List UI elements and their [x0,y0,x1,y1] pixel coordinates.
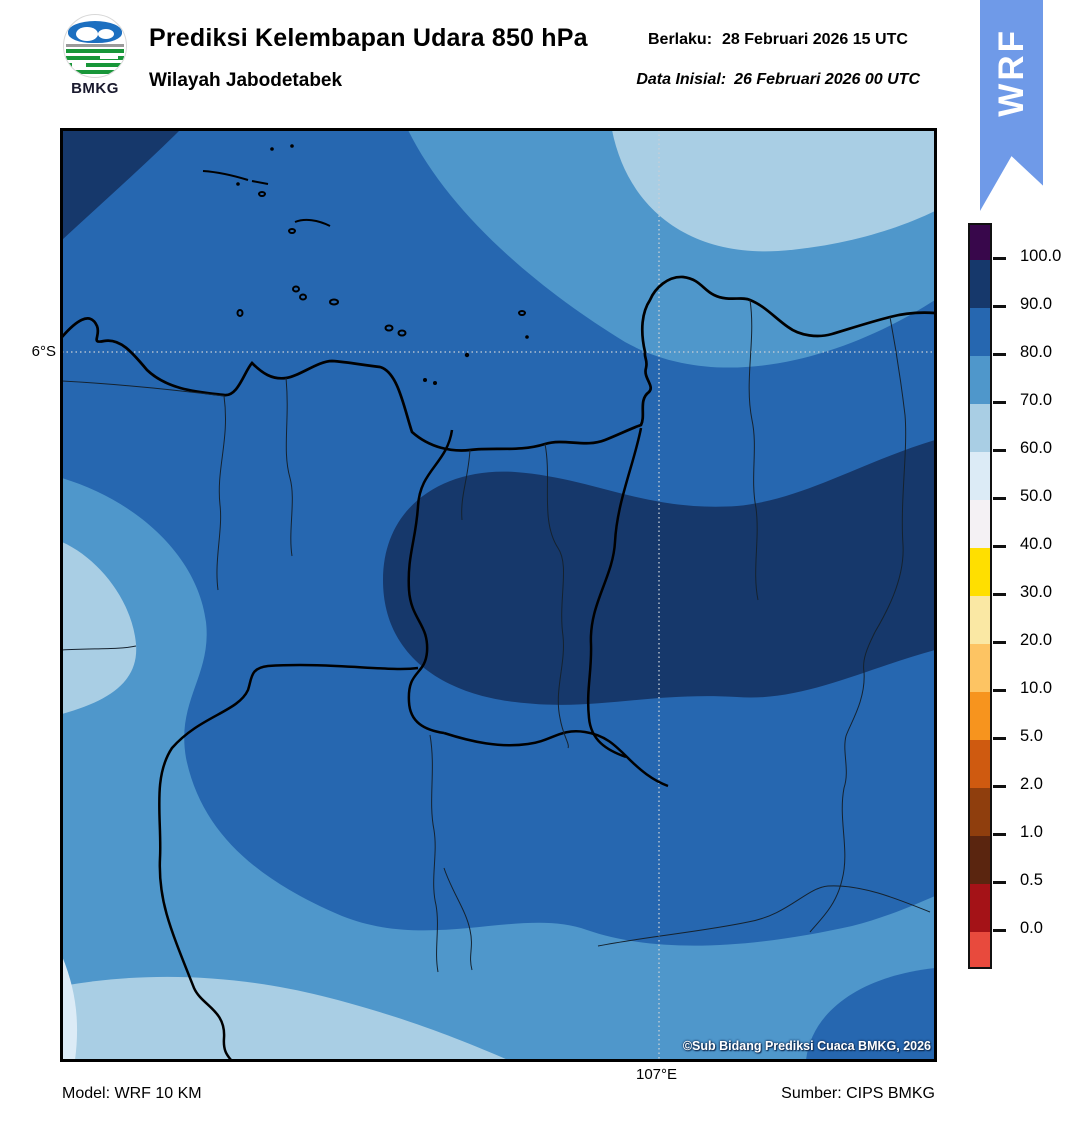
init-time: Data Inisial: 26 Februari 2026 00 UTC [636,71,920,89]
colorbar-tick-label: 60.0 [1020,439,1053,457]
colorbar-segment [970,740,990,788]
colorbar-tick-label: 10.0 [1020,679,1053,697]
band-50-60-corner [62,956,78,1060]
band-90-100-topleft [62,130,180,240]
islets [236,144,529,385]
wrf-ribbon: WRF [980,0,1043,211]
init-time-label: Data Inisial: [636,71,727,88]
copyright-text: ©Sub Bidang Prediksi Cuaca BMKG, 2026 [682,1039,931,1053]
colorbar-tick-label: 0.5 [1020,871,1043,889]
colorbar-segment [970,596,990,644]
colorbar-segment [970,452,990,500]
bmkg-logo: BMKG [55,14,135,97]
colorbar-tick [993,737,1006,740]
colorbar-segment [970,932,990,967]
district-borders [62,299,931,973]
colorbar-tick [993,449,1006,452]
colorbar-tick [993,353,1006,356]
colorbar-segment [970,548,990,596]
colorbar-tick [993,305,1006,308]
colorbar-segment [970,308,990,356]
init-time-value: 26 Februari 2026 00 UTC [734,71,920,88]
colorbar-tick [993,881,1006,884]
colorbar-tick [993,401,1006,404]
colorbar-tick [993,257,1006,260]
bmkg-logo-mark [63,14,127,78]
wrf-ribbon-label: WRF [991,28,1031,117]
islands [202,170,526,337]
colorbar-tick [993,929,1006,932]
colorbar-tick [993,497,1006,500]
colorbar-tick [993,545,1006,548]
bmkg-logo-label: BMKG [71,80,119,97]
coastline [62,275,935,452]
colorbar-tick-label: 20.0 [1020,631,1053,649]
colorbar-tick-label: 90.0 [1020,295,1053,313]
colorbar-segment [970,260,990,308]
humidity-contour-map [62,130,935,1060]
model-label: Model: WRF 10 KM [62,1085,202,1102]
colorbar-tick [993,689,1006,692]
colorbar-segment [970,692,990,740]
valid-time-label: Berlaku: [648,31,713,48]
colorbar-segment [970,788,990,836]
source-label: Sumber: CIPS BMKG [781,1085,935,1102]
band-70-80-south [62,478,935,1060]
page-subtitle: Wilayah Jabodetabek [149,70,343,91]
colorbar-segment [970,884,990,932]
colorbar-tick-label: 2.0 [1020,775,1043,793]
colorbar-tick-label: 50.0 [1020,487,1053,505]
colorbar-segment [970,404,990,452]
band-60-70-west [62,542,137,714]
colorbar-segment [970,644,990,692]
colorbar-tick [993,833,1006,836]
colorbar-tick-label: 0.0 [1020,919,1043,937]
colorbar-tick [993,593,1006,596]
lat-axis-label: 6°S [31,343,56,360]
valid-time: Berlaku: 28 Februari 2026 15 UTC [648,31,908,49]
province-borders [157,427,669,1060]
band-80-90-corner [806,968,935,1060]
colorbar-tick-label: 70.0 [1020,391,1053,409]
colorbar-segment [970,836,990,884]
band-60-70-bottom [62,976,508,1060]
colorbar-tick-label: 30.0 [1020,583,1053,601]
colorbar-segment [970,225,990,260]
colorbar-tick-label: 1.0 [1020,823,1043,841]
colorbar-segment [970,500,990,548]
colorbar-segment [970,356,990,404]
colorbar-tick-label: 5.0 [1020,727,1043,745]
band-60-70-lens [612,130,935,252]
map-panel [60,128,937,1062]
valid-time-value: 28 Februari 2026 15 UTC [722,31,908,48]
colorbar-tick [993,785,1006,788]
page-title: Prediksi Kelembapan Udara 850 hPa [149,24,588,52]
colorbar-tick-label: 40.0 [1020,535,1053,553]
lon-axis-label: 107°E [636,1066,678,1083]
colorbar-tick-label: 80.0 [1020,343,1053,361]
colorbar [968,223,992,969]
colorbar-tick-label: 100.0 [1020,247,1062,265]
colorbar-tick [993,641,1006,644]
